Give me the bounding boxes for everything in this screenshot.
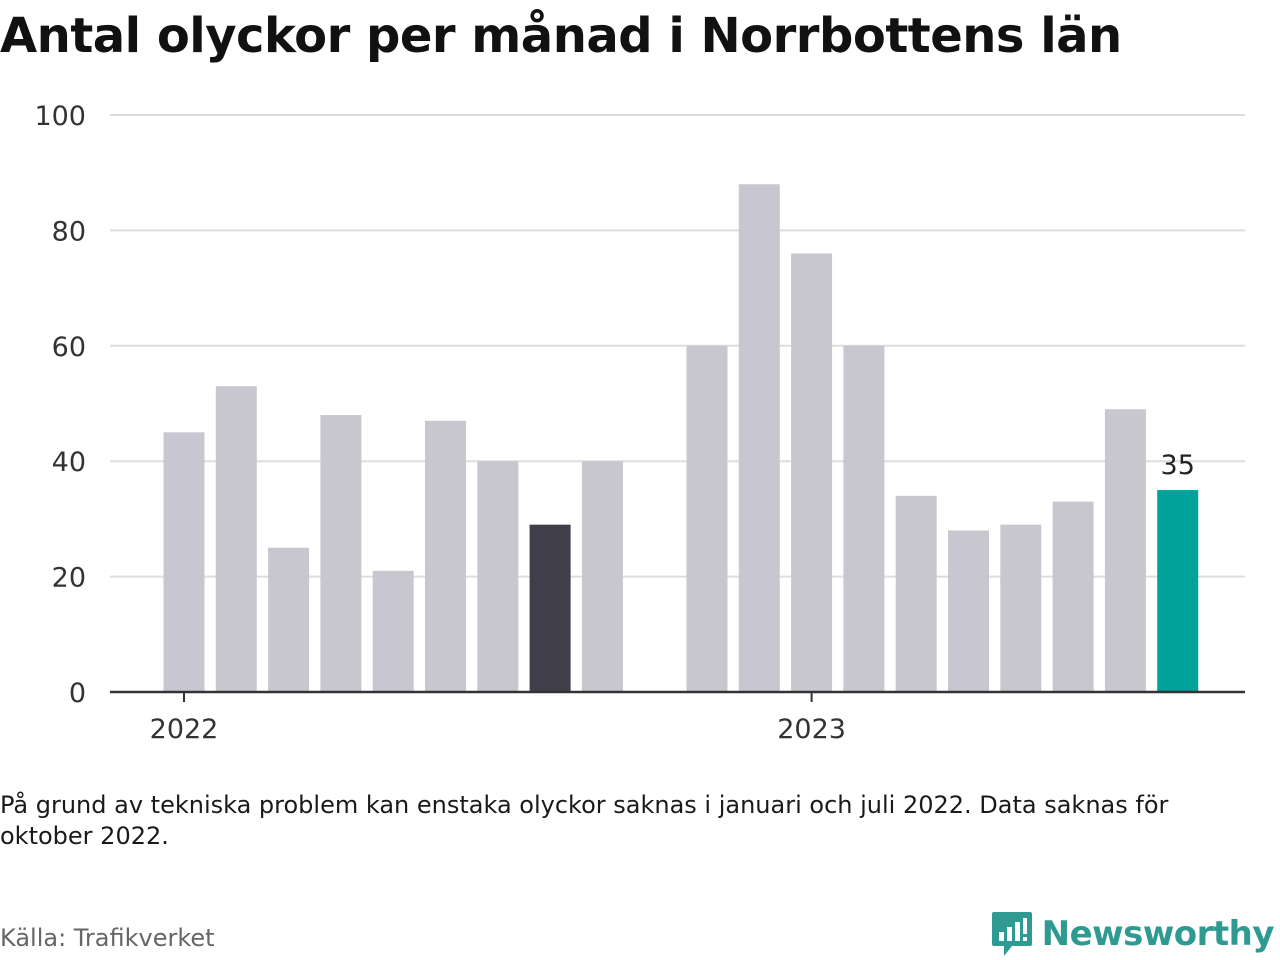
y-tick-label: 100 <box>34 101 86 132</box>
bar-2022-02 <box>215 386 257 692</box>
y-tick-label: 80 <box>52 216 86 247</box>
source-text: Källa: Trafikverket <box>0 924 215 952</box>
brand-name: Newsworthy <box>1041 914 1275 954</box>
bar-2022-06 <box>425 420 466 692</box>
bar-2023-01 <box>791 253 833 693</box>
bars <box>163 184 1199 693</box>
bar-2022-01 <box>163 432 205 692</box>
bar-2022-04 <box>320 415 362 692</box>
bar-2023-07 <box>1104 409 1146 692</box>
bar-2022-12 <box>738 184 780 692</box>
bar-chart: 35 0 20 40 60 80 100 2022 2023 <box>34 101 1245 745</box>
bar-2022-07 <box>477 461 519 692</box>
y-tick-label: 0 <box>69 678 86 709</box>
y-tick-label: 60 <box>52 332 86 363</box>
x-tick-label: 2022 <box>150 714 219 745</box>
bar-2023-08 <box>1157 490 1199 692</box>
y-tick-label: 40 <box>52 447 86 478</box>
y-axis: 0 20 40 60 80 100 <box>34 101 86 709</box>
data-label: 35 <box>1161 450 1195 481</box>
x-tick-label: 2023 <box>777 714 846 745</box>
bar-2022-11 <box>686 345 728 692</box>
x-axis: 2022 2023 <box>110 690 1245 745</box>
bar-2023-02 <box>843 345 885 692</box>
chart-title: Antal olyckor per månad i Norrbottens lä… <box>0 8 1122 64</box>
bar-2022-09 <box>581 461 623 692</box>
bar-2022-03 <box>268 547 310 692</box>
data-labels: 35 <box>1161 450 1195 481</box>
footnote: På grund av tekniska problem kan enstaka… <box>0 791 1169 850</box>
bar-2023-03 <box>895 495 937 692</box>
bar-2023-05 <box>1000 524 1042 692</box>
y-tick-label: 20 <box>52 563 86 594</box>
bar-2022-08 <box>529 524 571 692</box>
bar-2023-06 <box>1052 501 1094 692</box>
bar-2023-04 <box>948 530 989 692</box>
bar-2022-05 <box>372 570 414 692</box>
newsworthy-logo: Newsworthy <box>990 908 1275 960</box>
chart-bubble-icon <box>991 912 1032 956</box>
